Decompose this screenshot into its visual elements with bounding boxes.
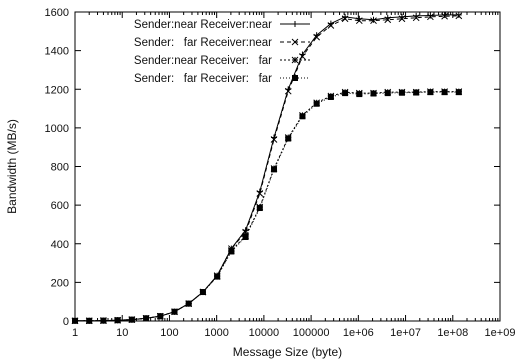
data-point [384,16,392,24]
x-tick-label: 100 [160,327,178,339]
data-point [370,16,377,23]
data-point [299,113,306,120]
data-point [313,33,321,41]
data-point [242,233,249,240]
data-point [384,90,391,97]
y-axis: 0 200 400 600 800 1000 1200 1400 1600 [45,7,500,328]
y-tick-label: 600 [51,200,69,212]
legend-label: Sender:near Receiver:near [134,19,272,31]
x-tick-label: 10 [116,327,128,339]
legend-entry: Sender: far Receiver: far [134,73,310,85]
y-tick-label: 200 [51,277,69,289]
data-point [270,136,278,143]
x-tick-label: 100000 [293,327,330,339]
legend-label: Sender: far Receiver: far [134,73,272,85]
data-point [299,53,306,60]
y-tick-label: 800 [51,162,69,174]
y-tick-label: 0 [63,316,69,328]
data-point [370,17,377,25]
y-tick-label: 1200 [45,84,69,96]
x-tick-label: 1 [72,327,78,339]
x-tick-label: 1e+07 [390,327,421,339]
data-point [271,166,278,173]
y-tick-label: 1600 [45,7,69,19]
data-point [157,313,164,320]
legend-marker [291,38,299,46]
data-point [313,100,320,107]
y-axis-label: Bandwidth (MB/s) [5,119,19,214]
legend-label: Sender: far Receiver:near [134,37,272,49]
data-point [256,190,264,197]
data-point [370,90,377,97]
legend-entry: Sender:near Receiver: far [134,55,310,67]
data-point [398,15,406,23]
data-point [427,89,434,96]
plot-area [71,11,501,325]
data-point [256,205,263,212]
data-point [356,91,363,98]
x-tick-label: 10000 [249,327,280,339]
series-line [75,91,459,322]
data-point [228,248,235,255]
data-point [342,90,349,97]
data-point [284,87,292,95]
x-tick-label: 1e+09 [485,327,516,339]
data-point [128,316,135,323]
x-tick-label: 1e+06 [343,327,374,339]
data-point [214,273,221,280]
x-tick-label: 1e+08 [437,327,468,339]
data-point [341,15,349,23]
y-tick-label: 400 [51,239,69,251]
data-point [455,12,463,20]
data-point [327,22,335,29]
data-point [455,89,462,96]
x-axis-label: Message Size (byte) [233,345,342,359]
data-point [355,17,363,25]
data-point [171,308,178,315]
legend: Sender:near Receiver:near Sender: far Rec… [134,19,310,85]
legend-label: Sender:near Receiver: far [134,55,272,67]
data-point [185,300,192,307]
data-point [413,89,420,96]
legend-marker [291,56,299,64]
legend-marker [292,21,298,27]
series-line [75,91,459,322]
x-axis: 1 10 100 1000 10000 100000 1e+06 1e+07 1e+08 1e+0… [72,12,516,339]
y-tick-label: 1400 [45,46,69,58]
series-4 [72,89,462,324]
data-point [327,93,334,100]
legend-marker [292,75,298,81]
data-point [441,89,448,96]
data-point [143,315,150,322]
data-point [285,135,292,142]
data-point [398,89,405,96]
series-3 [71,88,463,325]
data-point [455,11,462,18]
legend-entry: Sender:near Receiver:near [134,19,310,31]
y-tick-label: 1000 [45,123,69,135]
data-point [412,14,420,22]
data-point [199,289,206,296]
legend-entry: Sender: far Receiver:near [134,37,310,49]
x-tick-label: 1000 [204,327,228,339]
